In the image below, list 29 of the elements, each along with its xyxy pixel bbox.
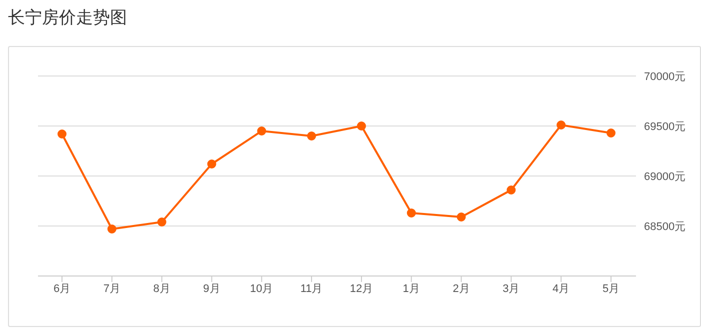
y-tick-label: 70000元 <box>644 70 686 83</box>
chart-title: 长宁房价走势图 <box>8 7 127 29</box>
point <box>556 120 566 130</box>
x-tick-label: 5月 <box>602 282 620 295</box>
x-tick-label: 1月 <box>402 282 420 295</box>
point <box>58 130 66 138</box>
x-tick-label: 4月 <box>552 282 570 295</box>
point <box>107 224 116 234</box>
point <box>207 160 216 168</box>
point <box>606 128 616 138</box>
y-tick-label: 68500元 <box>644 220 686 233</box>
point <box>506 186 516 194</box>
point <box>257 126 266 136</box>
x-tick-label: 10月 <box>250 282 274 295</box>
y-tick-label: 69000元 <box>644 170 686 183</box>
point <box>356 122 366 130</box>
x-tick-label: 8月 <box>153 282 170 295</box>
x-tick-label: 12月 <box>350 282 374 295</box>
x-tick-label: 2月 <box>452 282 470 295</box>
x-tick-label: 9月 <box>203 282 220 295</box>
point <box>307 132 316 140</box>
x-tick-label: 3月 <box>502 282 520 295</box>
point <box>406 208 416 218</box>
x-tick-label: 7月 <box>103 282 120 295</box>
y-tick-label: 69500元 <box>644 120 686 133</box>
point <box>157 218 166 226</box>
point <box>456 212 466 222</box>
x-tick-label: 11月 <box>300 282 323 295</box>
x-tick-label: 6月 <box>53 282 71 295</box>
